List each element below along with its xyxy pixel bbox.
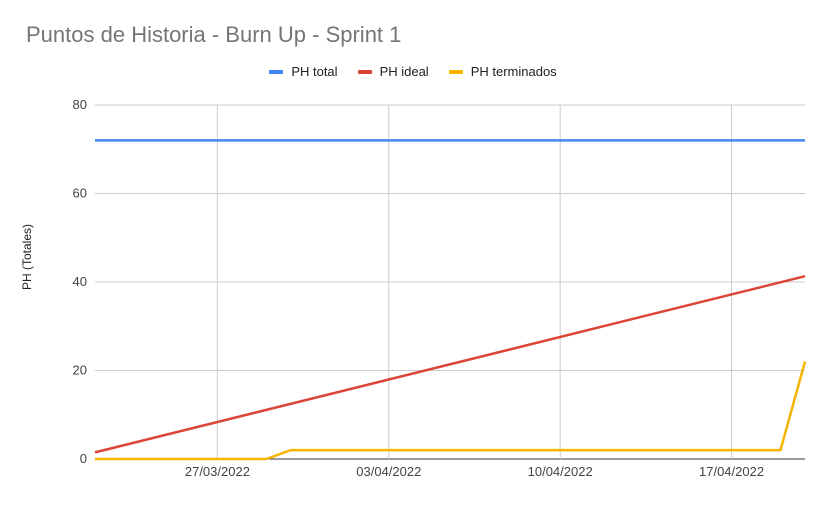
legend-item-ph-terminados[interactable]: PH terminados xyxy=(448,64,557,79)
y-tick-label: 0 xyxy=(80,451,87,466)
x-tick-label: 10/04/2022 xyxy=(528,464,593,479)
legend: PH total PH ideal PH terminados xyxy=(0,64,826,79)
legend-label-ph-ideal: PH ideal xyxy=(379,64,429,79)
x-tick-label: 17/04/2022 xyxy=(699,464,764,479)
legend-swatch-ph-total xyxy=(269,69,284,74)
legend-label-ph-total: PH total xyxy=(291,64,338,79)
x-tick-label: 03/04/2022 xyxy=(356,464,421,479)
x-tick-label: 27/03/2022 xyxy=(185,464,250,479)
y-tick-label: 80 xyxy=(73,97,87,112)
y-tick-label: 20 xyxy=(73,363,87,378)
series-line-ph-terminados xyxy=(95,361,807,461)
legend-item-ph-ideal[interactable]: PH ideal xyxy=(357,64,429,79)
legend-item-ph-total[interactable]: PH total xyxy=(269,64,338,79)
legend-swatch-ph-terminados xyxy=(448,69,463,74)
y-tick-label: 40 xyxy=(73,274,87,289)
series-line-ph-ideal xyxy=(94,274,806,454)
y-tick-label: 60 xyxy=(73,186,87,201)
legend-swatch-ph-ideal xyxy=(357,69,372,74)
chart-title: Puntos de Historia - Burn Up - Sprint 1 xyxy=(26,22,402,47)
legend-label-ph-terminados: PH terminados xyxy=(470,64,557,79)
